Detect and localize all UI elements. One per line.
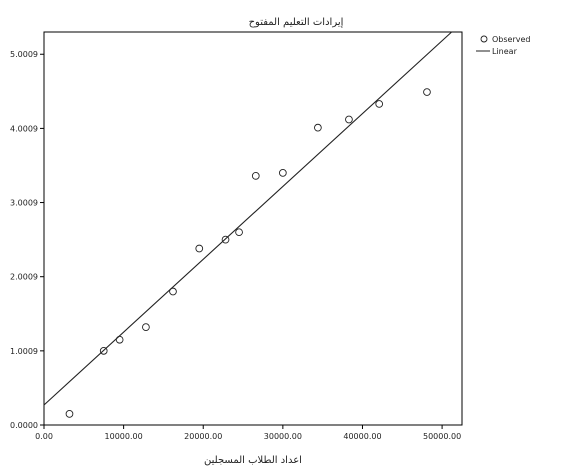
x-tick-label: 10000.00 (105, 432, 143, 441)
observed-points-layer (65, 88, 431, 418)
y-tick-label: 5.0009 (10, 50, 38, 59)
observed-point (115, 335, 124, 344)
observed-point (345, 115, 353, 124)
x-tick-label: 0.00 (35, 432, 53, 441)
plot-area (43, 31, 463, 426)
legend-linear-label: Linear (492, 47, 518, 56)
y-tick-label: 4.0009 (10, 124, 38, 133)
linear-fit-layer (43, 31, 453, 406)
x-axis-label: اعداد الطلاب المسجلين (204, 455, 302, 466)
observed-point (235, 228, 243, 237)
x-tick-label: 20000.00 (184, 432, 222, 441)
observed-point (251, 172, 260, 180)
x-tick-label: 40000.00 (343, 432, 381, 441)
x-axis: 0.00 10000.00 20000.00 30000.00 40000.00 5000… (35, 425, 461, 441)
observed-point (221, 235, 230, 244)
y-tick-label: 2.0009 (10, 273, 38, 282)
legend-observed-marker (480, 35, 488, 43)
x-tick-label: 50000.00 (423, 432, 461, 441)
observed-point (423, 88, 431, 96)
legend: Observed Linear (476, 35, 531, 56)
y-tick-label: 0.0000 (10, 421, 38, 430)
y-tick-label: 3.0009 (10, 199, 38, 208)
observed-point (375, 100, 384, 108)
observed-point (279, 169, 287, 177)
observed-point (99, 346, 108, 355)
linear-fit-line (43, 31, 453, 406)
observed-point (142, 323, 150, 331)
x-tick-label: 30000.00 (264, 432, 302, 441)
y-tick-label: 1.0009 (10, 347, 38, 356)
chart-title: إيرادات التعليم المفتوح (249, 17, 344, 28)
observed-point (195, 244, 204, 253)
legend-observed-label: Observed (492, 35, 531, 44)
observed-point (169, 287, 177, 296)
observed-point (65, 410, 74, 418)
y-axis: 0.0000 1.0009 2.0009 3.0009 4.0009 5.0009 (10, 50, 44, 430)
observed-point (314, 123, 322, 132)
